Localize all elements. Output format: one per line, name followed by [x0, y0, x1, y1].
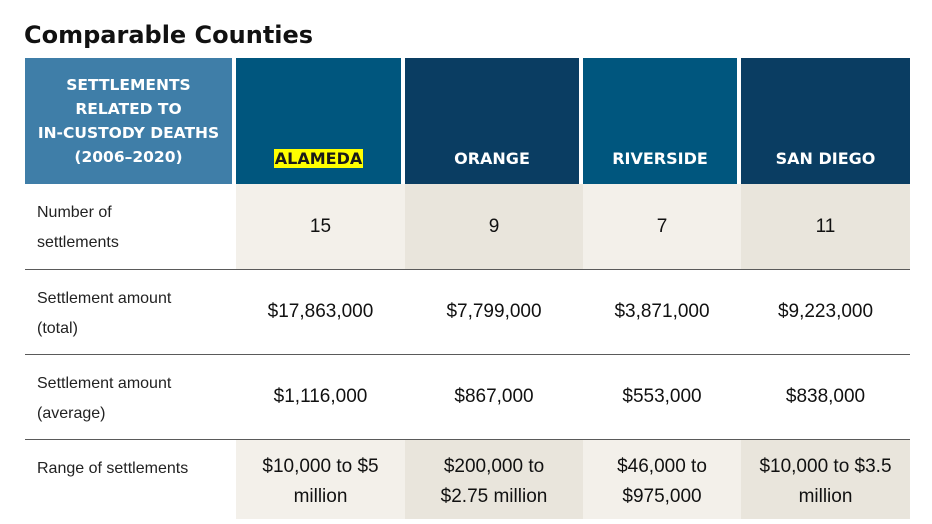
- column-header-orange: ORANGE: [405, 58, 583, 184]
- table-cell: 11: [741, 184, 910, 269]
- table-row: Range of settlements $10,000 to $5 milli…: [25, 439, 910, 519]
- table-cell: $46,000 to $975,000: [583, 439, 741, 519]
- header-label-line-4: (2006–2020): [74, 148, 183, 166]
- column-header-label: ORANGE: [454, 149, 530, 168]
- page-title-text: Comparable Counties: [24, 21, 314, 49]
- table-cell: $17,863,000: [236, 269, 405, 354]
- header-row-label: SETTLEMENTS RELATED TO IN-CUSTODY DEATHS…: [25, 58, 236, 184]
- row-label: Number of settlements: [37, 204, 119, 251]
- table-cell: $200,000 to $2.75 million: [405, 439, 583, 519]
- table-cell: $1,116,000: [236, 354, 405, 439]
- table-cell: $9,223,000: [741, 269, 910, 354]
- column-header-label: ALAMEDA: [273, 149, 364, 168]
- column-header-san-diego: SAN DIEGO: [741, 58, 910, 184]
- header-row: SETTLEMENTS RELATED TO IN-CUSTODY DEATHS…: [25, 58, 910, 184]
- table-cell: $553,000: [583, 354, 741, 439]
- row-label: Settlement amount (total): [25, 269, 236, 354]
- column-header-alameda: ALAMEDA: [236, 58, 405, 184]
- table-cell: $7,799,000: [405, 269, 583, 354]
- table-cell: 7: [583, 184, 741, 269]
- column-header-label: RIVERSIDE: [612, 149, 708, 168]
- header-label-line-2: RELATED TO: [75, 100, 182, 118]
- table-cell: $3,871,000: [583, 269, 741, 354]
- table-row: Settlement amount (average) $1,116,000 $…: [25, 354, 910, 439]
- table-cell: $10,000 to $5 million: [236, 439, 405, 519]
- table-cell: 9: [405, 184, 583, 269]
- header-label-line-1: SETTLEMENTS: [66, 76, 191, 94]
- row-label: Settlement amount (average): [25, 354, 236, 439]
- header-label-line-3: IN-CUSTODY DEATHS: [37, 124, 220, 142]
- column-header-label: SAN DIEGO: [775, 149, 876, 168]
- settlements-table: SETTLEMENTS RELATED TO IN-CUSTODY DEATHS…: [25, 58, 910, 519]
- table-cell: $10,000 to $3.5 million: [741, 439, 910, 519]
- column-header-riverside: RIVERSIDE: [583, 58, 741, 184]
- table-cell: $867,000: [405, 354, 583, 439]
- page-title: x Comparable Counties: [24, 0, 914, 52]
- table-cell: 15: [236, 184, 405, 269]
- table-row: Number of settlements 15 9 7 11: [25, 184, 910, 269]
- table-row: Settlement amount (total) $17,863,000 $7…: [25, 269, 910, 354]
- row-label: Range of settlements: [25, 439, 236, 519]
- table-cell: $838,000: [741, 354, 910, 439]
